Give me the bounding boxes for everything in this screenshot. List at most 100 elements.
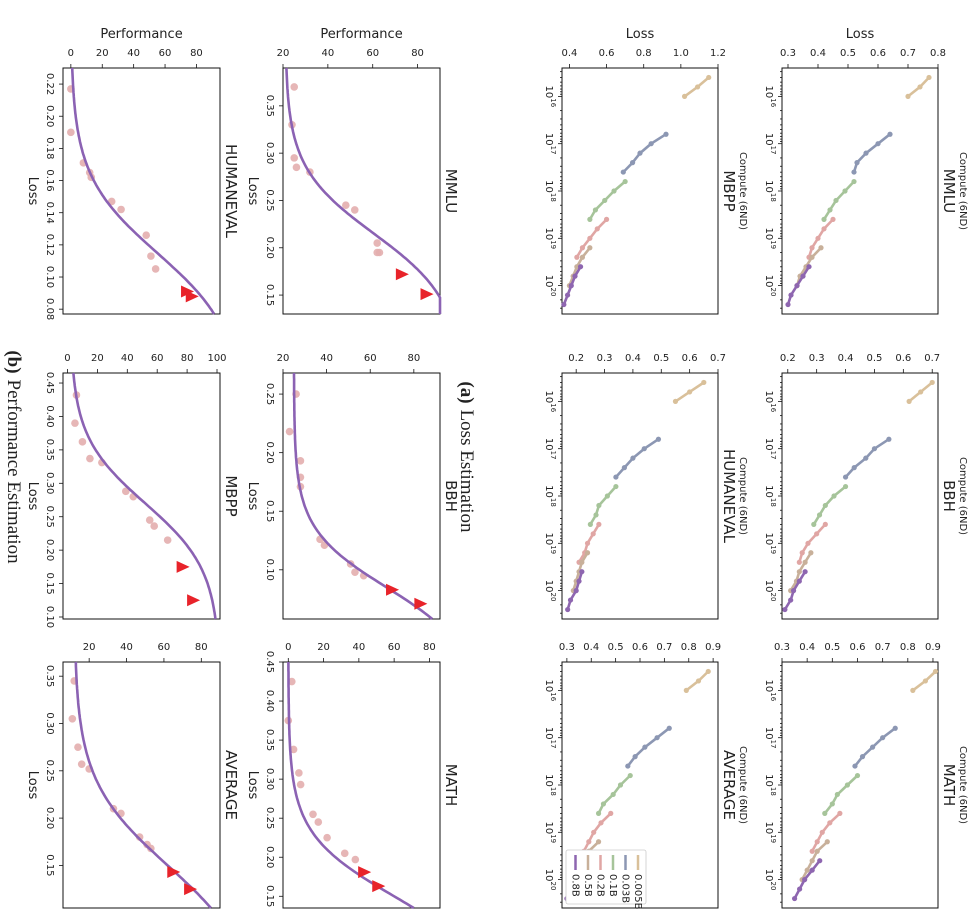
data-point	[590, 531, 596, 537]
x-tick-exponent: 16	[769, 403, 777, 412]
prediction-marker	[420, 288, 434, 301]
x-tick-label: 0.10	[44, 266, 55, 288]
data-point	[817, 858, 823, 864]
data-point	[577, 264, 584, 270]
y-tick-label: 0.4	[561, 48, 577, 59]
y-axis-label: Loss	[846, 27, 875, 42]
x-tick-label: 0.25	[264, 807, 275, 829]
x-tick-label: 0.35	[264, 729, 275, 751]
x-tick-label: 1018	[763, 180, 777, 202]
legend-label-0.2B: 0.2B	[595, 874, 606, 897]
x-tick-label: 1019	[543, 227, 557, 249]
x-tick-exponent: 20	[769, 882, 777, 891]
data-point	[821, 216, 827, 222]
data-point	[603, 216, 610, 222]
prediction-marker	[184, 883, 198, 896]
x-tick-label: 0.25	[44, 506, 55, 528]
y-axis-label: Performance	[320, 27, 402, 42]
series-line-0.1B	[588, 180, 627, 221]
prediction-marker	[386, 583, 400, 596]
observed-point	[350, 206, 359, 214]
x-tick-label: 0.20	[44, 807, 55, 829]
observed-point	[309, 810, 317, 819]
caption-a-label: (a)	[456, 381, 477, 403]
y-tick-label: 0	[285, 642, 291, 653]
x-tick-label: 1018	[543, 774, 557, 796]
x-tick-exponent: 17	[549, 146, 557, 155]
data-point	[587, 245, 593, 251]
observed-point	[121, 487, 130, 496]
data-point	[811, 521, 817, 527]
panel-title: AVERAGE	[222, 750, 240, 820]
data-point	[706, 74, 712, 81]
y-tick-label: 20	[91, 353, 104, 364]
observed-point	[67, 128, 75, 137]
panel-title: HUMANEVAL	[222, 144, 240, 239]
x-tick-label: 0.15	[264, 885, 275, 907]
data-point	[906, 398, 912, 404]
data-point	[854, 772, 861, 779]
x-tick-exponent: 18	[769, 498, 777, 507]
y-tick-label: 60	[158, 642, 171, 653]
data-point	[808, 550, 814, 556]
data-point	[622, 178, 628, 185]
x-tick-label: 0.35	[44, 665, 55, 687]
observed-point	[142, 231, 151, 240]
svg-text:(a)Loss Estimation: (a) Loss Estimation	[456, 381, 477, 533]
data-point	[806, 264, 812, 270]
data-point	[814, 848, 820, 854]
data-point	[809, 254, 815, 260]
series-line-0.03B	[621, 132, 668, 174]
data-point	[625, 763, 631, 769]
data-point	[681, 93, 688, 99]
observed-point	[290, 83, 299, 91]
data-point	[587, 235, 593, 241]
x-tick-exponent: 18	[769, 193, 777, 202]
data-point	[630, 455, 636, 461]
data-point	[926, 74, 932, 81]
data-point	[818, 245, 824, 251]
x-tick-exponent: 19	[769, 240, 777, 249]
y-tick-label: 20	[96, 48, 109, 59]
data-point	[809, 867, 815, 873]
y-tick-label: 0.5	[840, 48, 856, 59]
data-point	[687, 389, 693, 395]
x-tick-label: 0.10	[44, 606, 55, 628]
data-point	[701, 379, 707, 386]
x-tick-label: 1016	[763, 86, 777, 108]
x-tick-label: 1017	[543, 727, 557, 749]
data-point	[859, 754, 866, 760]
series-line-0.03B	[852, 132, 892, 174]
y-tick-label: 20	[83, 642, 96, 653]
series-line-0.1B	[822, 180, 856, 221]
panel-title: MBPP	[222, 475, 240, 516]
legend-label-0.1B: 0.1B	[607, 874, 618, 897]
x-tick-exponent: 16	[549, 692, 557, 701]
x-tick-label: 0.15	[264, 284, 275, 306]
data-point	[655, 436, 662, 442]
data-point	[672, 398, 679, 404]
y-tick-label: 40	[320, 353, 333, 364]
x-tick-label: 1016	[763, 680, 777, 702]
plot-frame	[561, 372, 719, 620]
data-point	[572, 273, 578, 279]
data-point	[842, 483, 849, 490]
data-point	[869, 744, 876, 750]
x-tick-label: 0.15	[264, 500, 275, 522]
data-point	[586, 839, 592, 845]
y-tick-label: 60	[366, 48, 379, 59]
y-tick-label: 0.4	[625, 353, 641, 364]
y-tick-label: 0.7	[900, 48, 916, 59]
legend-label-0.005B: 0.005B	[632, 874, 643, 910]
panel-loss-mbpp: MBPP 1016 1017 1018 1019 1020 Compute (6ND) 0.4…	[543, 27, 748, 315]
panel-loss-humaneval: HUMANEVAL 1016 1017 1018 1019 1020 Compute (6N…	[543, 353, 748, 620]
y-tick-label: 0.5	[866, 353, 882, 364]
y-tick-label: 0.8	[636, 48, 652, 59]
x-tick-label: 0.15	[44, 854, 55, 876]
prediction-marker	[395, 268, 409, 281]
data-point	[788, 597, 794, 603]
data-point	[791, 895, 798, 902]
data-point	[918, 389, 924, 395]
x-tick-exponent: 18	[549, 787, 557, 796]
